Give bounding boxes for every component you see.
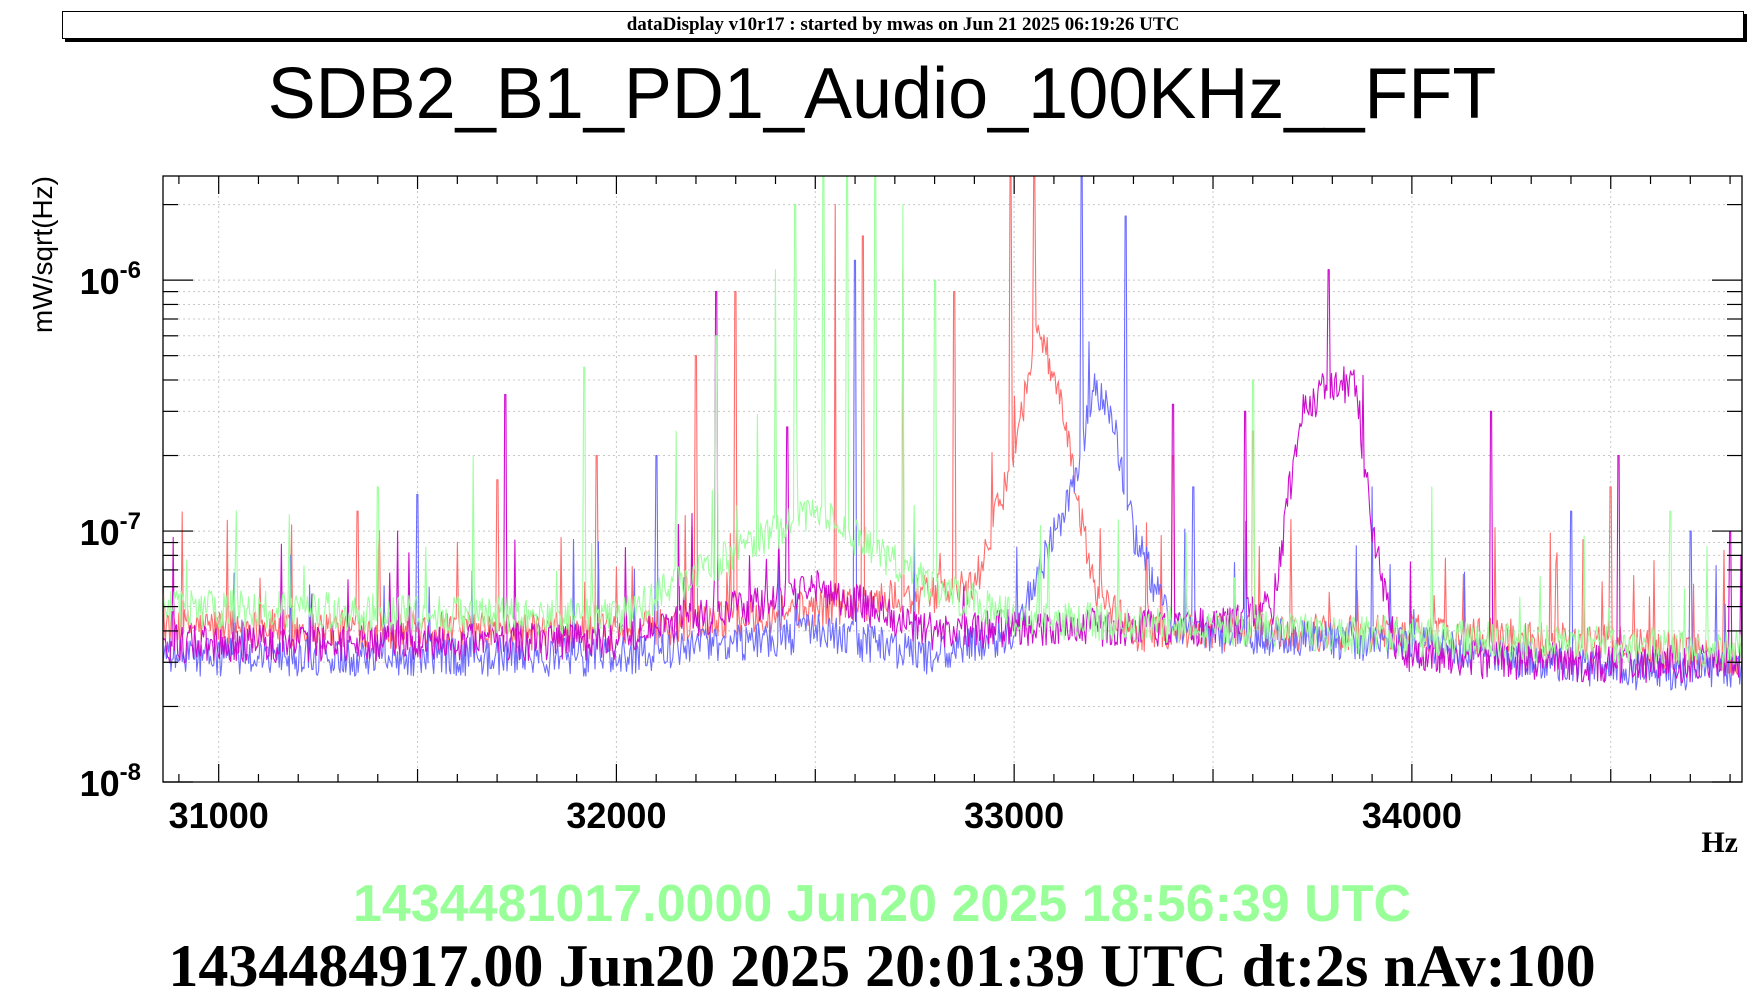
- spectrum-trace: [162, 175, 1743, 669]
- spectrum-trace: [162, 269, 1743, 684]
- x-tick-label: 33000: [964, 795, 1064, 836]
- x-tick-label: 34000: [1362, 795, 1462, 836]
- y-tick-label: 10-7: [80, 508, 141, 553]
- x-tick-label: 31000: [169, 795, 269, 836]
- y-tick-label: 10-8: [80, 759, 141, 804]
- x-axis-title: Hz: [1701, 826, 1738, 859]
- plot-frame: [162, 175, 1743, 783]
- x-tick-label: 32000: [566, 795, 666, 836]
- banner: dataDisplay v10r17 : started by mwas on …: [62, 11, 1744, 39]
- y-tick-label: 10-6: [80, 257, 141, 302]
- axis-ticks: [163, 176, 1742, 783]
- axis-labels: 31000 32000 33000 34000 10-8 10-7 10-6: [80, 257, 1462, 836]
- current-timestamp: 1434484917.00 Jun20 2025 20:01:39 UTC dt…: [168, 933, 1596, 999]
- grid: [163, 176, 1742, 783]
- chart-title: SDB2_B1_PD1_Audio_100KHz__FFT: [267, 54, 1497, 134]
- series-layer: [162, 175, 1743, 691]
- spectrum-trace: [162, 175, 1743, 676]
- reference-timestamp: 1434481017.0000 Jun20 2025 18:56:39 UTC: [352, 875, 1412, 933]
- y-axis-title: mW/sqrt(Hz): [27, 176, 58, 333]
